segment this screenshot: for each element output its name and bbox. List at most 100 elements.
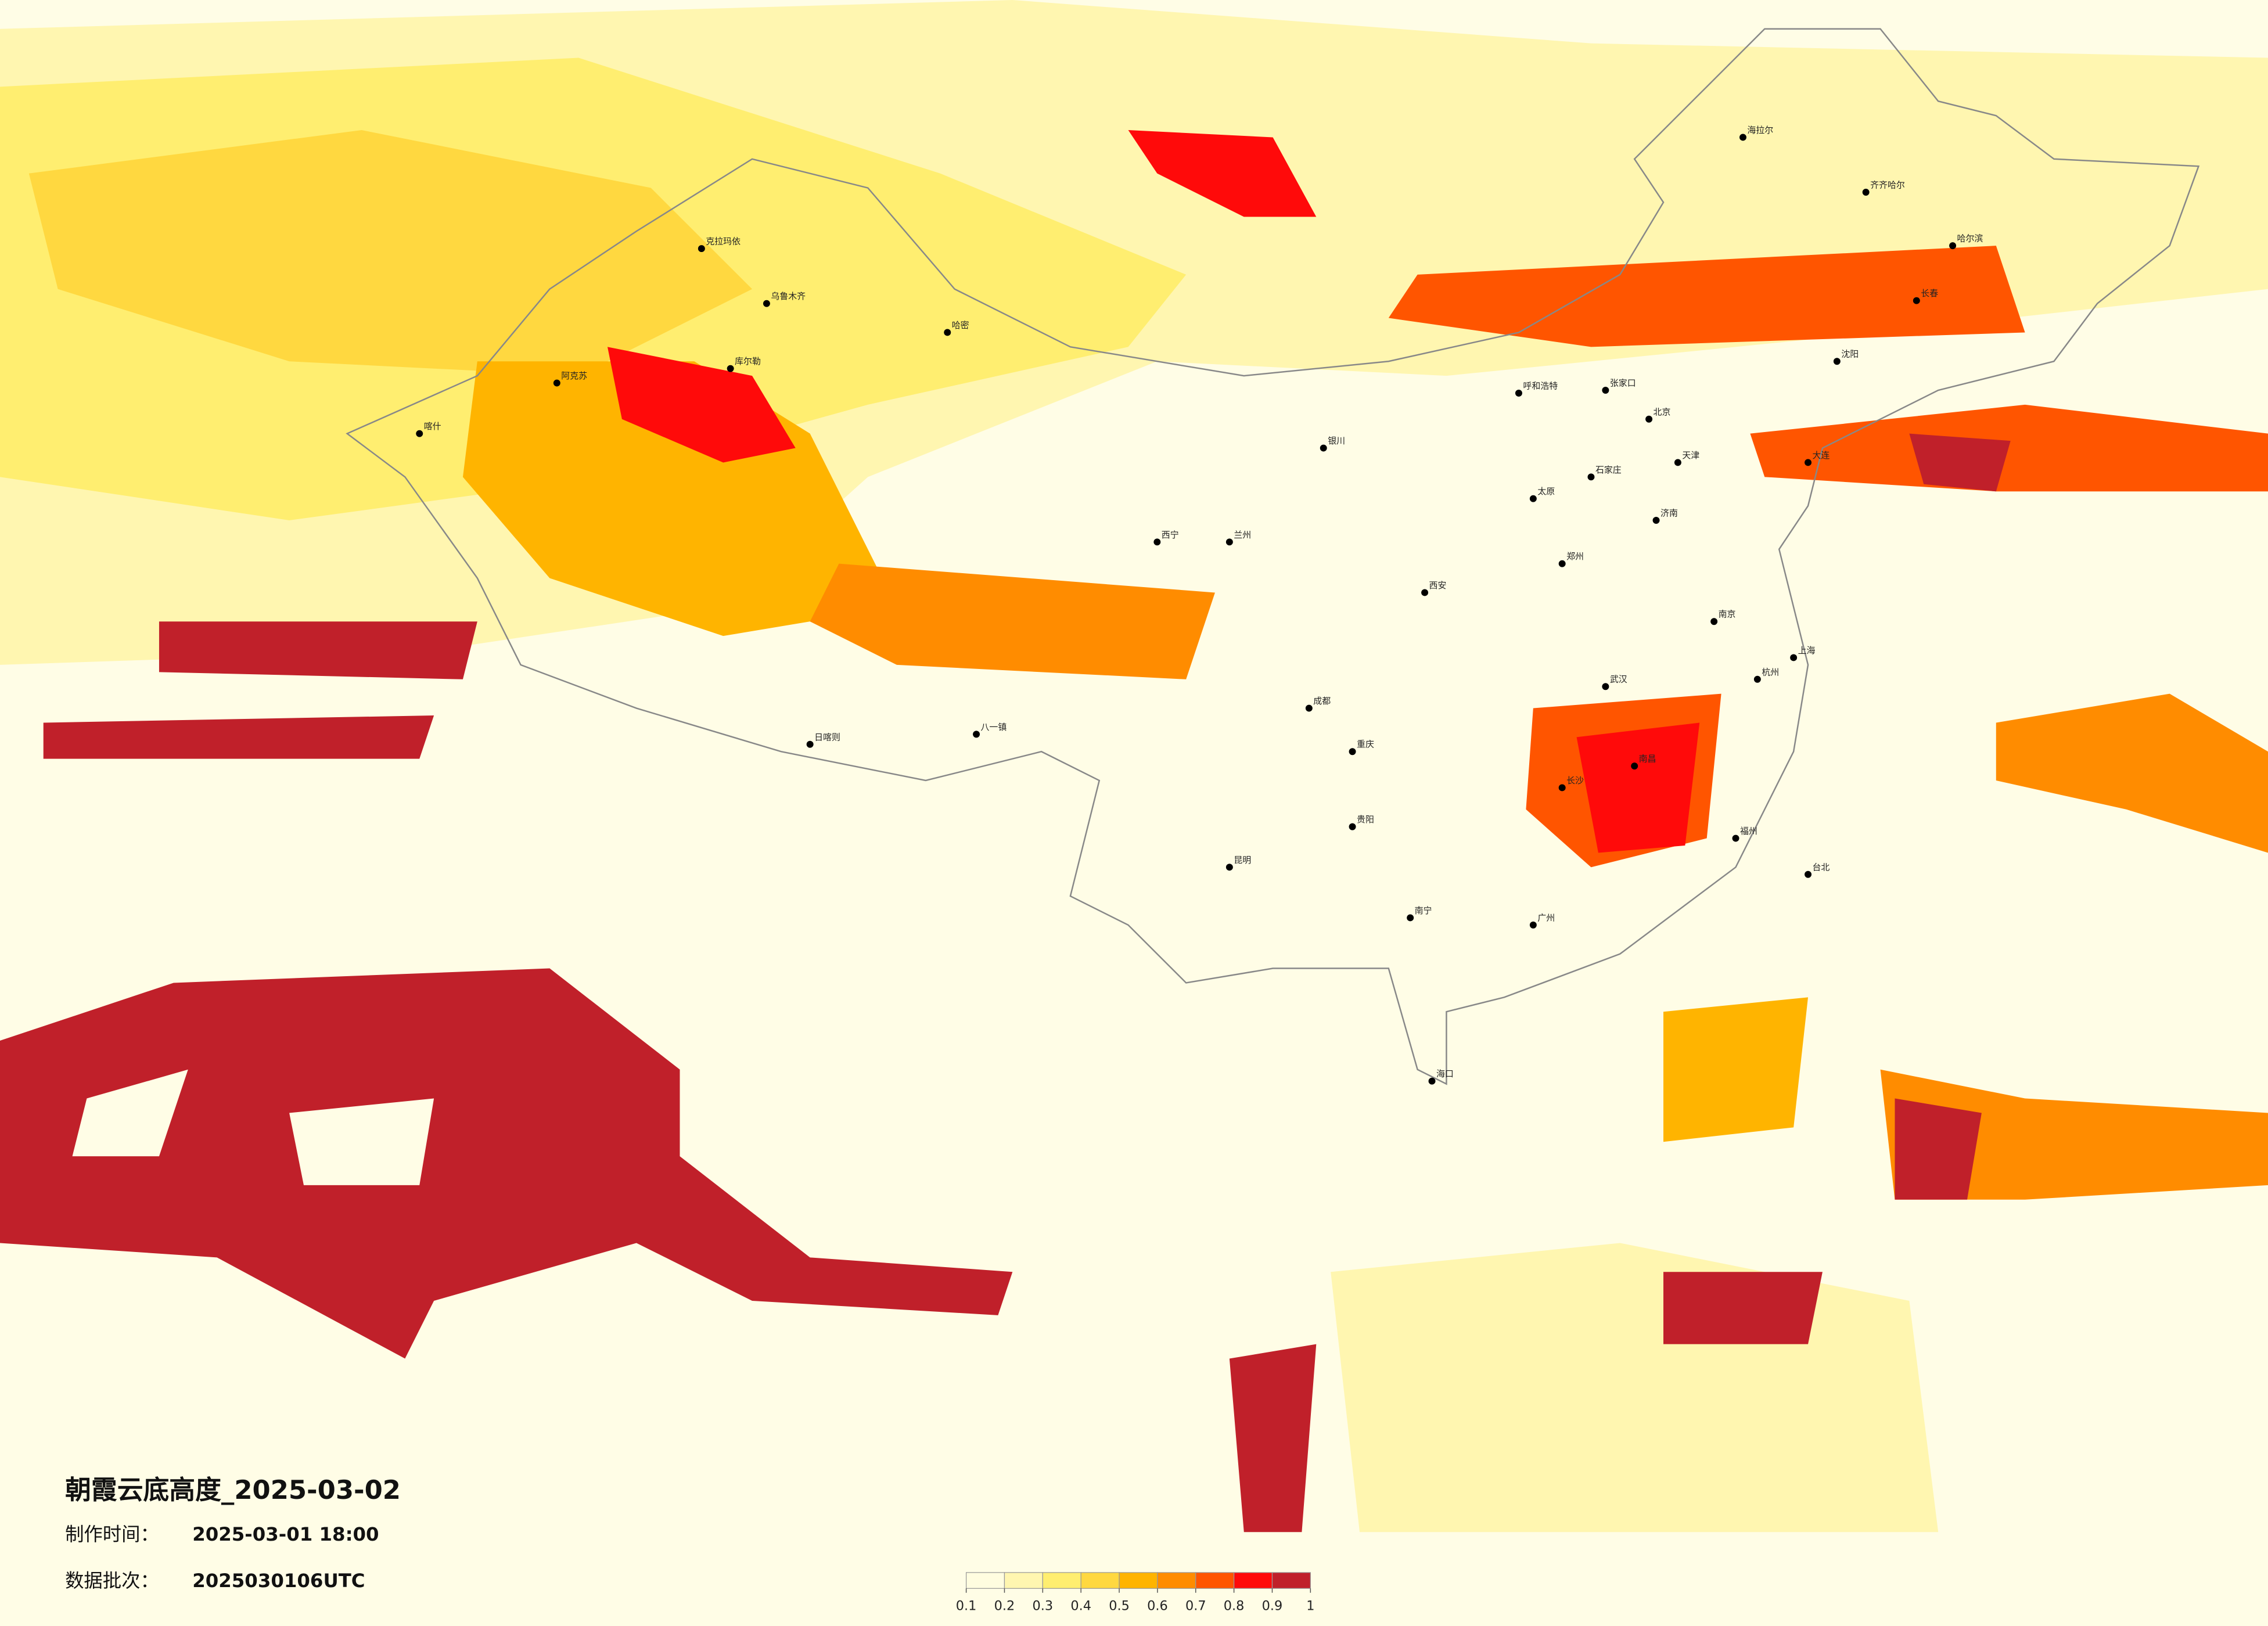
city-dot bbox=[1949, 242, 1957, 250]
colorbar-tick-label: 0.7 bbox=[1185, 1599, 1206, 1614]
city-dot bbox=[1833, 358, 1841, 365]
city-label: 太原 bbox=[1537, 486, 1555, 497]
city-dot bbox=[763, 300, 770, 307]
city-label: 齐齐哈尔 bbox=[1870, 180, 1905, 190]
city-dot bbox=[806, 740, 814, 748]
city-label: 张家口 bbox=[1610, 378, 1636, 388]
city-dot bbox=[1739, 134, 1746, 141]
city-dot bbox=[1305, 704, 1313, 712]
colorbar-swatch bbox=[1271, 1572, 1311, 1589]
city-dot bbox=[1515, 390, 1522, 397]
city-dot bbox=[1153, 538, 1161, 546]
city-dot bbox=[1421, 589, 1429, 596]
city-label: 武汉 bbox=[1610, 674, 1627, 685]
city-label: 昆明 bbox=[1234, 855, 1251, 865]
city-dot bbox=[1558, 560, 1566, 567]
city-dot bbox=[416, 430, 423, 437]
city-label: 长沙 bbox=[1566, 775, 1584, 786]
city-label: 台北 bbox=[1813, 862, 1830, 872]
colorbar-swatch bbox=[1119, 1572, 1158, 1589]
city-label: 石家庄 bbox=[1595, 465, 1622, 475]
colorbar-tick-label: 0.9 bbox=[1262, 1599, 1283, 1614]
country-border bbox=[346, 28, 2200, 1085]
city-dot bbox=[1320, 444, 1327, 452]
city-label: 喀什 bbox=[424, 421, 441, 431]
cloud-field bbox=[0, 0, 2268, 1533]
city-label: 郑州 bbox=[1566, 551, 1584, 562]
city-label: 八一镇 bbox=[981, 722, 1007, 732]
city-label: 哈尔滨 bbox=[1957, 233, 1983, 244]
city-label: 南宁 bbox=[1415, 905, 1432, 916]
city-label: 西宁 bbox=[1162, 530, 1179, 540]
colorbar-tick-label: 0.3 bbox=[1033, 1599, 1054, 1614]
info-label: 数据批次： bbox=[65, 1570, 159, 1592]
city-dot bbox=[1529, 495, 1537, 502]
city-dot bbox=[1753, 675, 1761, 683]
city-dot bbox=[1558, 784, 1566, 792]
city-label: 海拉尔 bbox=[1747, 125, 1773, 135]
city-dot bbox=[1631, 762, 1638, 770]
colorbar-swatch bbox=[965, 1572, 1005, 1589]
city-label: 南京 bbox=[1719, 609, 1736, 620]
city-label: 兰州 bbox=[1234, 530, 1251, 540]
city-label: 库尔勒 bbox=[735, 356, 761, 366]
city-label: 日喀则 bbox=[814, 732, 840, 742]
colorbar-tick-label: 0.1 bbox=[956, 1599, 977, 1614]
info-value: 2025-03-01 18:00 bbox=[192, 1523, 379, 1545]
city-dot bbox=[1602, 683, 1609, 690]
city-label: 北京 bbox=[1654, 406, 1671, 417]
colorbar-tick-label: 0.8 bbox=[1224, 1599, 1245, 1614]
city-dot bbox=[1428, 1077, 1436, 1085]
city-dot bbox=[1862, 189, 1870, 196]
city-label: 呼和浩特 bbox=[1523, 381, 1558, 391]
colorbar-swatch bbox=[1042, 1572, 1081, 1589]
city-label: 长春 bbox=[1921, 288, 1938, 298]
city-dot bbox=[1652, 517, 1660, 524]
colorbar-swatch bbox=[1233, 1572, 1273, 1589]
colorbar-swatch bbox=[1004, 1572, 1043, 1589]
colorbar-swatch bbox=[1157, 1572, 1196, 1589]
city-label: 沈阳 bbox=[1841, 349, 1859, 359]
city-dot bbox=[1710, 618, 1718, 625]
city-dot bbox=[1225, 538, 1233, 546]
city-dot bbox=[973, 731, 980, 738]
city-label: 南昌 bbox=[1639, 754, 1656, 764]
city-dot bbox=[1913, 297, 1920, 304]
city-label: 哈密 bbox=[952, 320, 969, 330]
city-dot bbox=[1349, 748, 1356, 756]
city-label: 天津 bbox=[1682, 450, 1699, 461]
city-dot bbox=[1805, 870, 1812, 878]
city-dot bbox=[1645, 415, 1653, 423]
city-dot bbox=[1790, 654, 1798, 661]
city-dot bbox=[698, 245, 705, 253]
city-label: 克拉玛依 bbox=[706, 236, 741, 247]
city-dot bbox=[1529, 921, 1537, 929]
city-label: 大连 bbox=[1813, 450, 1830, 461]
city-dot bbox=[1407, 914, 1414, 922]
city-dot bbox=[727, 365, 734, 372]
colorbar: 0.1 0.2 0.3 0.4 0.5 0.6 0.7 0.8 0.9 1 bbox=[956, 1572, 1314, 1614]
city-label: 成都 bbox=[1313, 696, 1331, 706]
city-dot bbox=[1587, 473, 1595, 481]
city-dot bbox=[944, 329, 951, 336]
city-label: 福州 bbox=[1740, 826, 1757, 836]
colorbar-swatch bbox=[1080, 1572, 1120, 1589]
city-dot bbox=[1732, 834, 1739, 842]
colorbar-tick-label: 0.5 bbox=[1109, 1599, 1130, 1614]
city-label: 乌鲁木齐 bbox=[771, 291, 806, 301]
city-label: 济南 bbox=[1660, 508, 1678, 519]
city-label: 杭州 bbox=[1762, 667, 1779, 677]
colorbar-tick-label: 1 bbox=[1306, 1599, 1314, 1614]
city-label: 西安 bbox=[1429, 580, 1447, 591]
colorbar-swatch bbox=[1195, 1572, 1235, 1589]
city-dot bbox=[1225, 864, 1233, 871]
city-label: 贵阳 bbox=[1357, 814, 1374, 825]
city-label: 海口 bbox=[1436, 1069, 1454, 1079]
colorbar-tick-label: 0.2 bbox=[994, 1599, 1015, 1614]
info-value: 2025030106UTC bbox=[192, 1570, 365, 1592]
city-label: 阿克苏 bbox=[561, 370, 587, 381]
colorbar-tick-label: 0.6 bbox=[1147, 1599, 1168, 1614]
city-dot bbox=[1674, 459, 1681, 466]
